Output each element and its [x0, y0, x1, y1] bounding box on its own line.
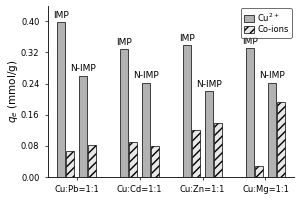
Bar [192, 130, 200, 177]
Bar [88, 145, 96, 177]
Bar [79, 76, 87, 177]
Bar [183, 45, 191, 177]
Bar [255, 166, 263, 177]
Bar [268, 83, 276, 177]
Bar [214, 123, 222, 177]
Text: IMP: IMP [179, 34, 195, 43]
Y-axis label: $q_e$ (mmol/g): $q_e$ (mmol/g) [6, 60, 20, 123]
Text: N-IMP: N-IMP [196, 80, 222, 89]
Text: N-IMP: N-IMP [70, 64, 96, 73]
Bar [277, 102, 285, 177]
Bar [120, 49, 128, 177]
Text: N-IMP: N-IMP [259, 71, 285, 80]
Text: N-IMP: N-IMP [134, 71, 159, 80]
Text: IMP: IMP [53, 11, 69, 20]
Legend: Cu$^{2+}$, Co-ions: Cu$^{2+}$, Co-ions [241, 8, 292, 38]
Bar [142, 83, 150, 177]
Bar [129, 142, 137, 177]
Bar [57, 22, 65, 177]
Bar [205, 91, 213, 177]
Bar [66, 151, 74, 177]
Bar [151, 146, 159, 177]
Text: IMP: IMP [116, 38, 132, 47]
Text: IMP: IMP [242, 37, 258, 46]
Bar [246, 48, 254, 177]
